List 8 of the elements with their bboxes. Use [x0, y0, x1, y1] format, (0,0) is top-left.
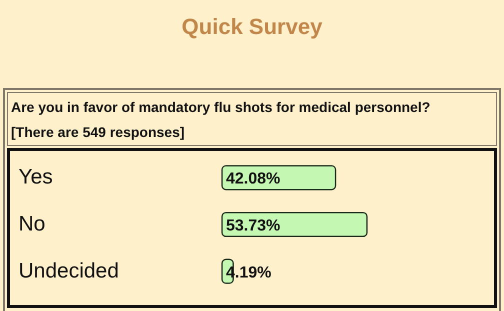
y-tick-label: Undecided	[18, 259, 119, 282]
question-frame: Are you in favor of mandatory flu shots for medical personnel? [There are 549 responses]	[7, 92, 497, 146]
y-tick-label: Yes	[18, 166, 53, 189]
data-label: 53.73%	[226, 218, 280, 234]
chart-title: Quick Survey	[180, 14, 324, 40]
y-tick-label: No	[18, 212, 46, 236]
chart-subtitle: Are you in favor of mandatory flu shots for medical personnel?	[11, 99, 430, 115]
data-label: 42.08%	[226, 170, 280, 188]
